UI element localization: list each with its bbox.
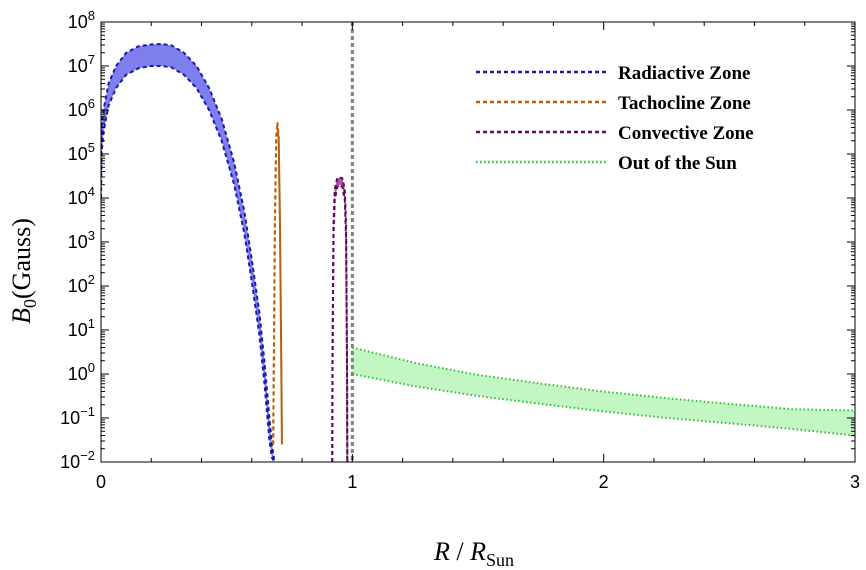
line-lower-radiactive-zone [101,65,276,462]
x-tick-label: 0 [96,472,106,492]
y-tick-label: 104 [68,184,95,208]
x-axis-label-subscript: Sun [486,550,514,570]
x-tick-label: 1 [347,472,357,492]
line-lower-tachocline-zone [272,127,283,445]
x-tick-label: 3 [850,472,860,492]
y-axis-label: B0(Gauss) [7,218,40,324]
x-tick-label: 2 [599,472,609,492]
legend-label-tachocline-zone: Tachocline Zone [618,93,751,114]
y-axis-label-subscript: 0 [20,299,40,308]
y-tick-label: 10−2 [60,448,95,472]
line-lower-out-of-the-sun [352,373,855,437]
x-axis-label-main: R [433,537,450,566]
y-tick-label: 101 [68,316,95,340]
series-layer [101,42,855,462]
legend-label-convective-zone: Convective Zone [618,123,754,144]
y-axis-label-unit: (Gauss) [7,218,36,299]
y-tick-label: 100 [68,360,95,384]
y-tick-label: 108 [68,8,95,32]
x-axis-label: R / RSun [433,537,514,570]
legend-label-radiactive-zone: Radiactive Zone [618,63,750,84]
y-tick-label: 103 [68,228,95,252]
legend: Radiactive Zone Tachocline Zone Convective… [476,63,754,174]
band-out-of-the-sun [352,347,855,436]
y-axis-label-symbol: B [7,308,36,324]
line-upper-radiactive-zone [101,42,276,462]
y-tick-label: 106 [68,96,95,120]
legend-label-out-of-the-sun: Out of the Sun [618,153,737,174]
x-axis-label-separator: / [450,537,470,566]
y-tick-label: 107 [68,52,95,76]
axis-ticks: 0 1 2 3 10−2 10−1 100 101 102 103 104 105 106 107 108 [60,8,860,492]
y-tick-label: 102 [68,272,95,296]
band-radiactive-zone [101,44,275,462]
line-lower-convective-zone [331,183,349,462]
y-tick-label: 10−1 [60,404,95,428]
x-axis-label-symbol: R [469,537,486,566]
y-tick-label: 105 [68,140,95,164]
